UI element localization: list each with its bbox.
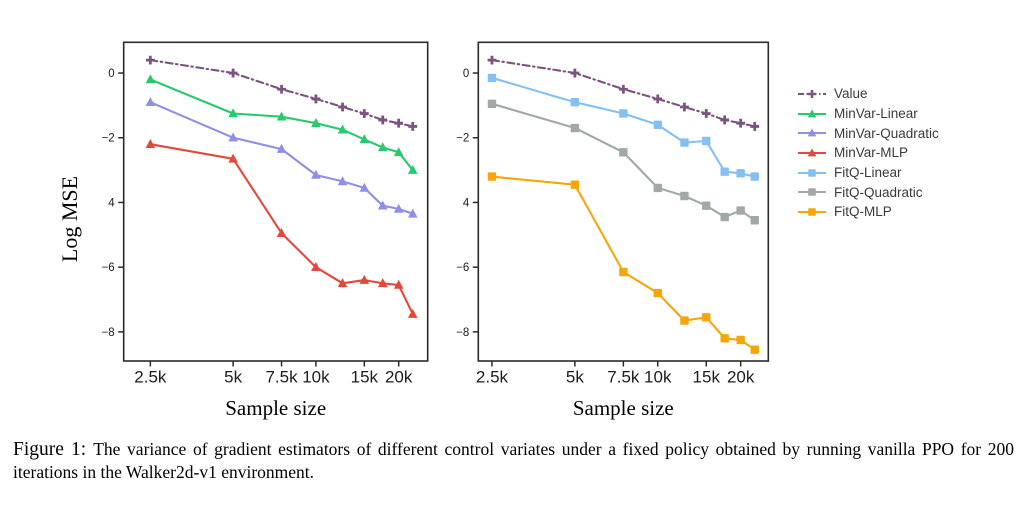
x-tick-label: 15k <box>693 368 721 387</box>
x-tick-label: 2.5k <box>476 368 509 387</box>
y-axis-label: Log MSE <box>57 176 82 262</box>
x-axis-label: Sample size <box>573 396 674 420</box>
legend-item: FitQ-Linear <box>797 163 939 183</box>
legend-swatch-square-icon <box>798 188 826 197</box>
legend-label: FitQ-Quadratic <box>834 184 923 200</box>
y-tick-label: 4 <box>463 197 470 209</box>
series-MinVar-MLP <box>145 139 418 318</box>
legend-swatch-square-icon <box>798 168 826 177</box>
x-tick-label: 10k <box>644 368 672 387</box>
y-tick-label: −8 <box>102 327 115 339</box>
y-axis: 0 −2 4 −6 −8 <box>456 68 479 339</box>
legend-swatch-triangle-icon <box>798 128 826 137</box>
y-tick-label: −8 <box>456 327 469 339</box>
x-axis: 2.5k 5k 7.5k 10k 15k 20k <box>134 361 413 387</box>
x-tick-label: 15k <box>351 368 379 387</box>
series-MinVar-Quadratic <box>145 96 418 218</box>
legend-item: MinVar-MLP <box>797 143 939 163</box>
legend-swatch-plus-icon <box>798 89 826 98</box>
figure-number: Figure 1: <box>13 439 87 460</box>
chart-right: 2.5k 5k 7.5k 10k 15k 20k 0 −2 4 −6 −8 Sample size <box>456 41 770 420</box>
legend-item: FitQ-MLP <box>797 202 939 222</box>
series-FitQ-Quadratic <box>487 99 759 225</box>
legend-item: MinVar-Linear <box>797 104 939 124</box>
legend: Value MinVar-Linear MinVar-Quadratic MinVar… <box>797 84 939 222</box>
chart-left: 2.5k 5k 7.5k 10k 15k 20k 0 −2 4 −6 −8 Sample size Lo… <box>57 41 429 420</box>
legend-swatch-triangle-icon <box>798 108 826 117</box>
x-tick-label: 20k <box>385 368 413 387</box>
x-tick-label: 20k <box>727 368 755 387</box>
legend-label: MinVar-MLP <box>834 145 909 161</box>
series-FitQ-MLP <box>487 172 759 354</box>
series-FitQ-Linear <box>487 73 759 181</box>
y-tick-label: −6 <box>102 262 115 274</box>
series-Value <box>145 55 418 131</box>
x-axis: 2.5k 5k 7.5k 10k 15k 20k <box>476 361 755 387</box>
x-axis-label: Sample size <box>225 396 326 420</box>
plot-frame <box>122 41 429 362</box>
figure-caption-text: The variance of gradient estimators of d… <box>13 439 1014 482</box>
y-tick-label: −2 <box>456 133 469 145</box>
x-tick-label: 5k <box>566 368 584 387</box>
figure-caption: Figure 1: The variance of gradient estima… <box>13 438 1014 484</box>
legend-label: FitQ-MLP <box>834 204 892 220</box>
x-tick-label: 7.5k <box>265 368 298 387</box>
x-tick-label: 7.5k <box>607 368 640 387</box>
x-tick-label: 10k <box>302 368 330 387</box>
legend-item: Value <box>797 84 939 104</box>
legend-label: MinVar-Linear <box>834 106 918 122</box>
y-tick-label: 4 <box>108 197 115 209</box>
legend-label: Value <box>834 86 868 102</box>
x-tick-label: 2.5k <box>134 368 167 387</box>
y-tick-label: 0 <box>108 68 114 80</box>
legend-label: MinVar-Quadratic <box>834 125 939 141</box>
legend-item: MinVar-Quadratic <box>797 123 939 143</box>
x-tick-label: 5k <box>224 368 242 387</box>
y-tick-label: 0 <box>463 68 469 80</box>
y-tick-label: −2 <box>102 133 115 145</box>
legend-swatch-square-icon <box>798 208 826 216</box>
y-axis: 0 −2 4 −6 −8 <box>102 68 124 339</box>
series-Value <box>487 55 760 131</box>
legend-item: FitQ-Quadratic <box>797 182 939 202</box>
legend-label: FitQ-Linear <box>834 165 902 181</box>
legend-swatch-triangle-icon <box>798 148 826 157</box>
y-tick-label: −6 <box>456 262 469 274</box>
series-MinVar-Linear <box>145 74 418 174</box>
